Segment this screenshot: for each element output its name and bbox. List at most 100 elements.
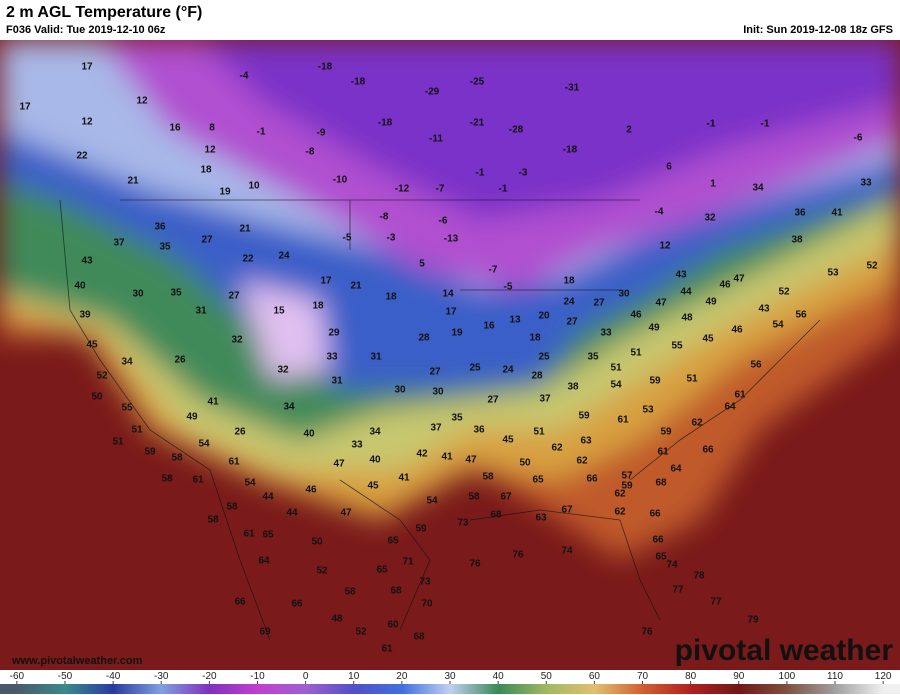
temperature-label: 1: [710, 179, 716, 190]
temperature-label: 42: [416, 449, 428, 460]
temperature-label: 70: [421, 599, 433, 610]
colorbar-tick-label: 80: [685, 671, 697, 682]
temperature-label: 18: [312, 301, 324, 312]
colorbar-tick-label: 70: [637, 671, 649, 682]
temperature-label: 43: [675, 270, 687, 281]
temperature-label: -31: [565, 83, 580, 94]
temperature-label: 61: [381, 644, 393, 655]
temperature-label: 71: [402, 557, 414, 568]
temperature-label: 43: [758, 304, 770, 315]
temperature-label: 65: [387, 536, 399, 547]
temperature-label: 10: [248, 181, 260, 192]
temperature-label: -8: [306, 147, 315, 158]
temperature-label: 77: [710, 597, 722, 608]
temperature-label: 49: [186, 412, 198, 423]
temperature-label: 41: [398, 473, 410, 484]
temperature-label: 62: [614, 507, 626, 518]
temperature-label: 65: [655, 552, 667, 563]
temperature-label: 35: [451, 413, 463, 424]
temperature-label: 17: [81, 62, 93, 73]
temperature-label: 28: [531, 371, 543, 382]
temperature-label: -6: [439, 216, 448, 227]
temperature-label: 58: [161, 474, 173, 485]
temperature-label: -1: [499, 184, 508, 195]
colorbar-tick-label: 0: [303, 671, 309, 682]
temperature-label: 65: [262, 530, 274, 541]
temperature-label: 27: [487, 395, 499, 406]
temperature-label: 31: [370, 352, 382, 363]
temperature-label: 68: [413, 632, 425, 643]
temperature-label: 17: [445, 307, 457, 318]
temperature-label: 62: [614, 489, 626, 500]
temperature-label: -13: [444, 234, 459, 245]
temperature-label: 2: [626, 125, 632, 136]
temperature-label: 50: [91, 392, 103, 403]
temperature-label: 55: [121, 403, 133, 414]
temperature-label: 52: [778, 287, 790, 298]
temperature-label: -7: [489, 265, 498, 276]
temperature-label: 18: [563, 276, 575, 287]
temperature-label: 37: [113, 238, 125, 249]
temperature-label: 49: [705, 297, 717, 308]
temperature-label: 37: [430, 423, 442, 434]
temperature-label: 26: [234, 427, 246, 438]
colorbar-tick-label: -30: [154, 671, 169, 682]
temperature-label: 36: [473, 425, 485, 436]
temperature-label: 12: [81, 117, 93, 128]
temperature-label: 24: [563, 297, 575, 308]
temperature-label: 32: [231, 335, 243, 346]
temperature-label: 35: [587, 352, 599, 363]
temperature-label: 59: [578, 411, 590, 422]
temperature-label: 16: [169, 123, 181, 134]
temperature-label: 52: [866, 261, 878, 272]
temperature-label: -29: [425, 87, 440, 98]
temperature-label: -1: [476, 168, 485, 179]
colorbar-tick-label: -50: [58, 671, 73, 682]
temperature-label: 68: [390, 586, 402, 597]
temperature-label: 61: [617, 415, 629, 426]
temperature-label: 31: [331, 376, 343, 387]
temperature-label: 46: [719, 280, 731, 291]
temperature-label: 56: [795, 310, 807, 321]
temperature-label: 31: [195, 306, 207, 317]
temperature-label: 47: [465, 455, 477, 466]
temperature-label: 58: [207, 515, 219, 526]
temperature-label: 61: [243, 529, 255, 540]
colorbar-tick-label: 110: [827, 671, 843, 682]
temperature-label: 78: [693, 571, 705, 582]
temperature-label: 54: [426, 496, 438, 507]
temperature-label: 59: [415, 524, 427, 535]
temperature-label: -9: [317, 128, 326, 139]
temperature-label: 54: [244, 478, 256, 489]
temperature-label: 41: [441, 452, 453, 463]
temperature-label: 51: [610, 363, 622, 374]
temperature-label: 48: [331, 614, 343, 625]
temperature-label: -10: [333, 175, 348, 186]
temperature-label: 30: [618, 289, 630, 300]
temperature-label: 51: [131, 425, 143, 436]
temperature-label: 44: [262, 492, 274, 503]
temperature-label: -18: [563, 145, 578, 156]
temperature-label: -5: [343, 233, 352, 244]
temperature-label: 38: [567, 382, 579, 393]
temperature-label: 53: [642, 405, 654, 416]
temperature-label: 40: [369, 455, 381, 466]
temperature-label: 24: [278, 251, 290, 262]
temperature-label: -11: [429, 134, 443, 145]
temperature-label: 34: [121, 357, 133, 368]
colorbar-tick-label: 10: [348, 671, 360, 682]
temperature-label: 39: [79, 310, 91, 321]
temperature-label: 61: [734, 390, 746, 401]
temperature-label: 21: [350, 281, 362, 292]
temperature-label: -25: [470, 77, 485, 88]
temperature-label: 47: [340, 508, 352, 519]
temperature-label: 68: [655, 478, 667, 489]
title: 2 m AGL Temperature (°F): [6, 4, 202, 21]
temperature-label: 58: [171, 453, 183, 464]
temperature-label: 44: [286, 508, 298, 519]
temperature-label: 20: [538, 311, 550, 322]
colorbar-tick-label: 120: [875, 671, 892, 682]
temperature-label: 66: [702, 445, 714, 456]
temperature-label: 62: [691, 418, 703, 429]
